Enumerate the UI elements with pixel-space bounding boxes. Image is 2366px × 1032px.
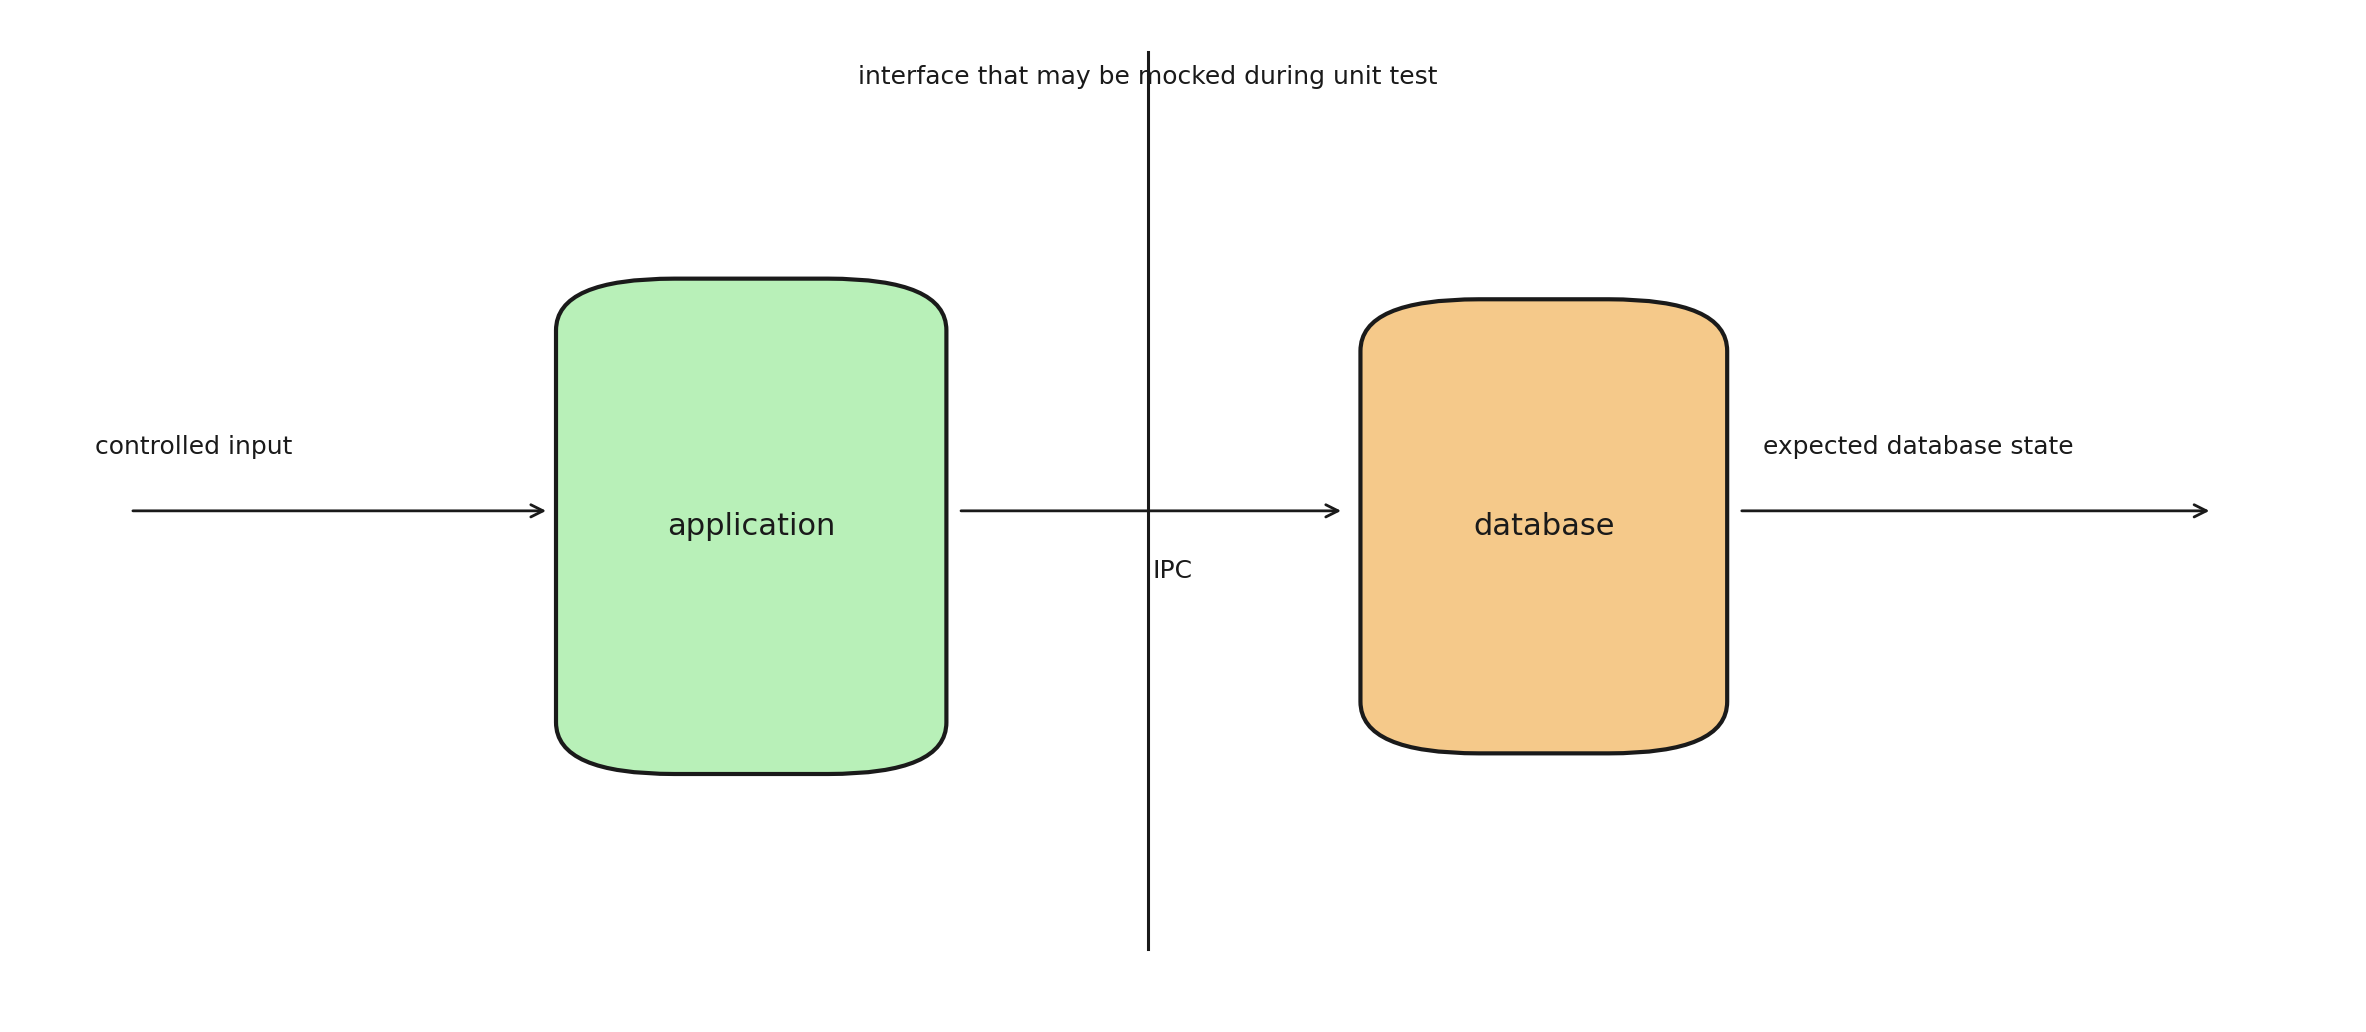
- Text: database: database: [1474, 512, 1614, 541]
- Text: IPC: IPC: [1152, 559, 1192, 583]
- Text: controlled input: controlled input: [95, 436, 291, 459]
- Text: interface that may be mocked during unit test: interface that may be mocked during unit…: [859, 65, 1436, 90]
- FancyBboxPatch shape: [556, 279, 946, 774]
- Text: application: application: [667, 512, 835, 541]
- Text: expected database state: expected database state: [1763, 436, 2073, 459]
- FancyBboxPatch shape: [1360, 299, 1727, 753]
